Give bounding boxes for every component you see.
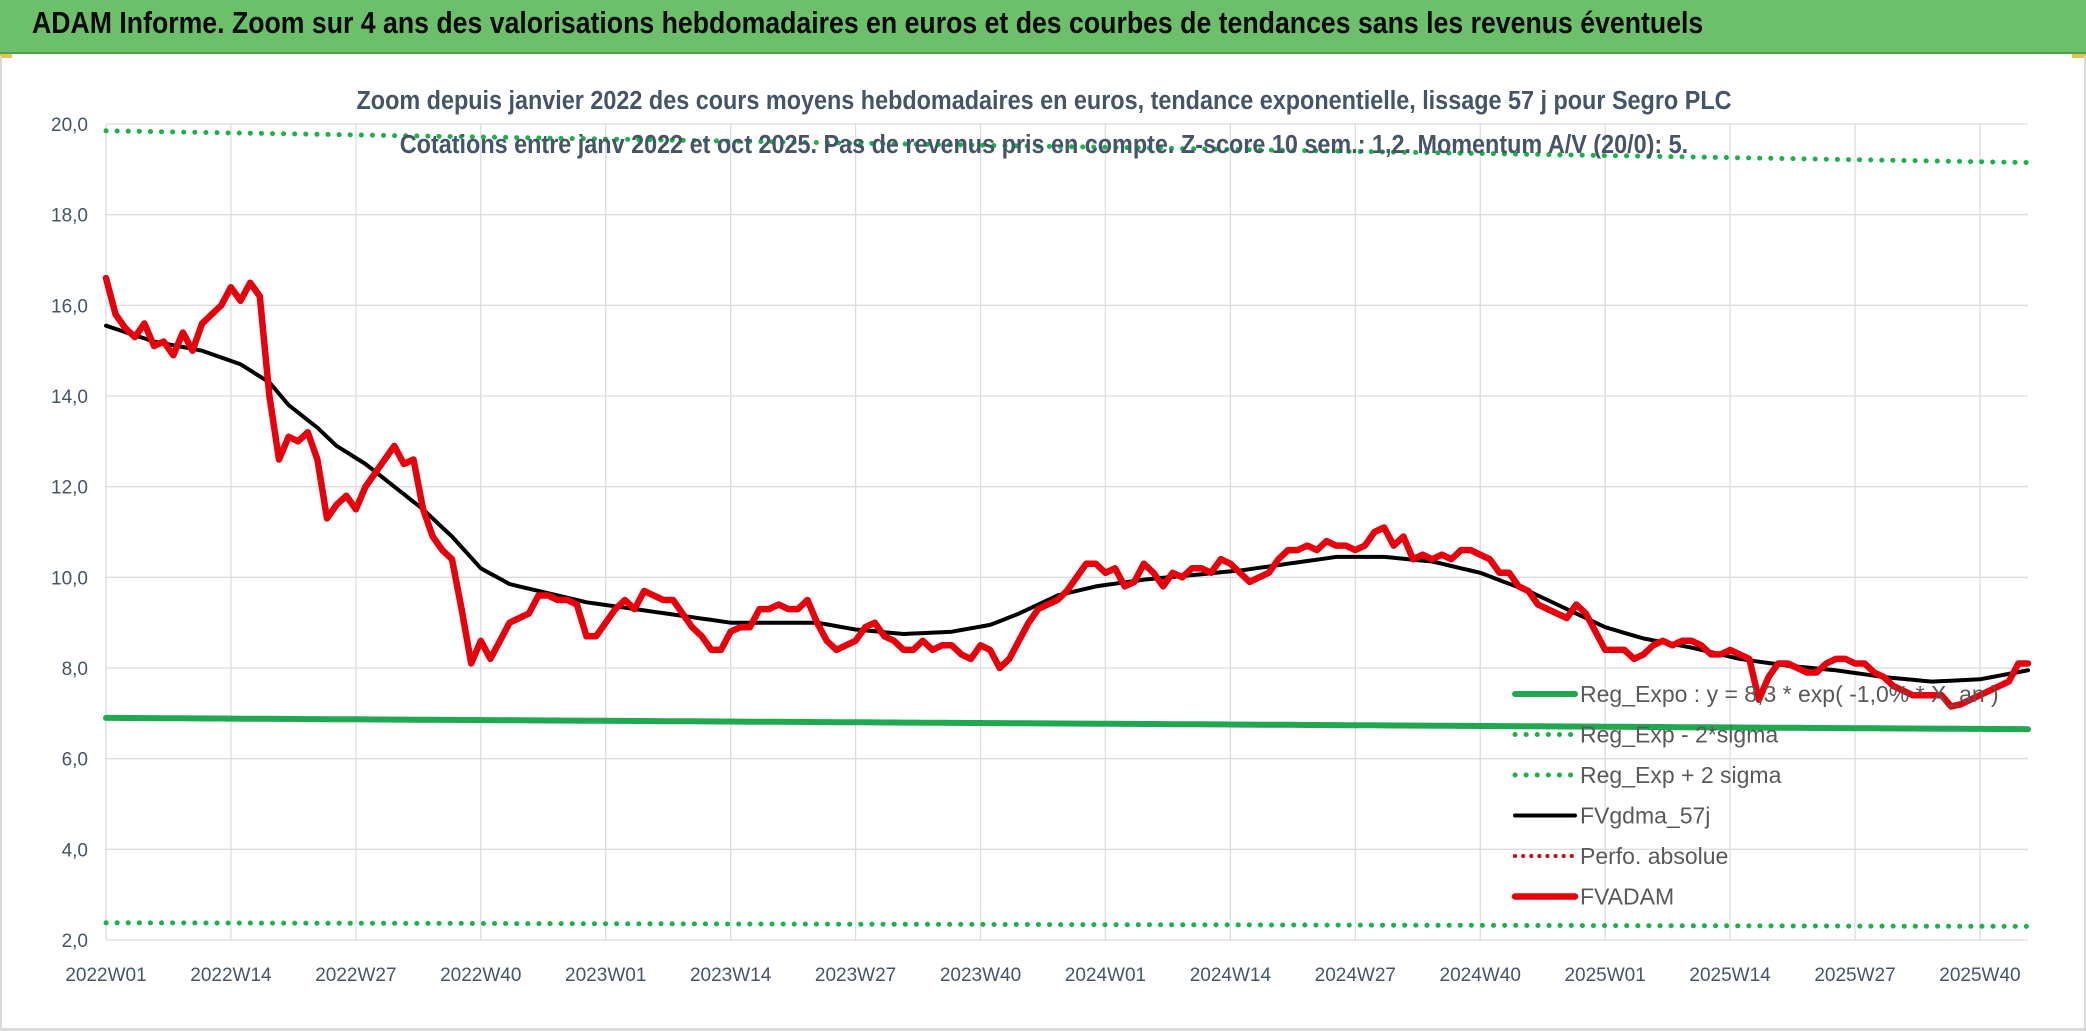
x-axis-ticks: 2022W01 2022W14 2022W27 2022W40 2023W01 2023W… bbox=[65, 965, 2020, 986]
report-banner: ADAM Informe. Zoom sur 4 ans des valoris… bbox=[0, 0, 2086, 54]
x-tick-label: 2022W40 bbox=[440, 965, 521, 986]
chart-subtitle: Cotations entre janv 2022 et oct 2025. P… bbox=[400, 131, 1688, 159]
legend: Reg_Expo : y = 8,3 * exp( -1,0% * X_an )… bbox=[1511, 681, 1999, 910]
x-tick-label: 2023W14 bbox=[690, 965, 772, 986]
banner-title: ADAM Informe. Zoom sur 4 ans des valoris… bbox=[32, 5, 1704, 40]
legend-label: Reg_Exp + 2 sigma bbox=[1580, 762, 1782, 788]
y-tick-label: 8,0 bbox=[62, 659, 88, 680]
series-line-1 bbox=[103, 920, 2031, 929]
x-tick-label: 2023W27 bbox=[815, 965, 896, 986]
x-tick-label: 2023W40 bbox=[940, 965, 1021, 986]
y-tick-label: 18,0 bbox=[51, 206, 88, 227]
x-tick-label: 2024W27 bbox=[1315, 965, 1396, 986]
x-tick-label: 2024W01 bbox=[1065, 965, 1146, 986]
y-tick-label: 12,0 bbox=[51, 478, 88, 499]
x-tick-label: 2025W14 bbox=[1689, 965, 1771, 986]
x-tick-label: 2022W01 bbox=[65, 965, 146, 986]
x-tick-label: 2022W27 bbox=[315, 965, 396, 986]
y-tick-label: 2,0 bbox=[62, 931, 88, 952]
gridlines bbox=[105, 123, 2028, 941]
chart-frame bbox=[0, 56, 2086, 1031]
x-tick-label: 2023W01 bbox=[565, 965, 646, 986]
x-tick-label: 2025W27 bbox=[1814, 965, 1895, 986]
corner-accent-left bbox=[0, 54, 12, 58]
y-tick-label: 20,0 bbox=[51, 115, 88, 136]
x-tick-label: 2025W40 bbox=[1939, 965, 2020, 986]
y-tick-label: 16,0 bbox=[51, 296, 88, 317]
y-tick-label: 4,0 bbox=[62, 840, 88, 861]
y-tick-label: 14,0 bbox=[51, 387, 88, 408]
series-line-5 bbox=[102, 274, 2032, 710]
legend-label: FVADAM bbox=[1580, 884, 1674, 910]
series-line-0 bbox=[103, 714, 2031, 733]
legend-label: Reg_Exp - 2*sigma bbox=[1580, 722, 1778, 748]
y-tick-label: 6,0 bbox=[62, 750, 88, 771]
y-tick-label: 10,0 bbox=[51, 568, 88, 589]
x-tick-label: 2025W01 bbox=[1564, 965, 1645, 986]
chart-title: Zoom depuis janvier 2022 des cours moyen… bbox=[357, 87, 1732, 115]
legend-label: FVgdma_57j bbox=[1580, 803, 1710, 829]
y-axis-ticks: 2,0 4,0 6,0 8,0 10,0 12,0 14,0 16,0 18,0 20,0 bbox=[51, 115, 88, 952]
x-tick-label: 2022W14 bbox=[190, 965, 272, 986]
corner-accent-right bbox=[2072, 54, 2086, 58]
series-line-3 bbox=[104, 323, 2030, 684]
series-lines bbox=[102, 128, 2032, 929]
x-tick-label: 2024W40 bbox=[1440, 965, 1521, 986]
x-tick-label: 2024W14 bbox=[1190, 965, 1272, 986]
legend-label: Reg_Expo : y = 8,3 * exp( -1,0% * X_an ) bbox=[1580, 681, 1999, 707]
legend-label: Perfo. absolue bbox=[1580, 843, 1728, 869]
series-line-2 bbox=[103, 128, 2031, 165]
